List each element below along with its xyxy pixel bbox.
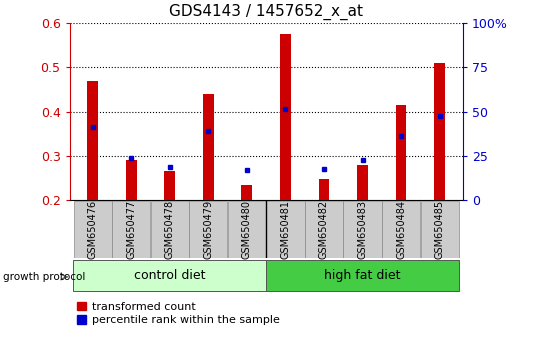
- FancyBboxPatch shape: [266, 260, 458, 291]
- Title: GDS4143 / 1457652_x_at: GDS4143 / 1457652_x_at: [169, 4, 363, 20]
- Bar: [280, 34, 291, 200]
- FancyBboxPatch shape: [74, 201, 112, 258]
- Bar: [434, 63, 445, 200]
- Bar: [396, 105, 407, 200]
- Text: control diet: control diet: [134, 269, 205, 282]
- Text: GSM650483: GSM650483: [357, 200, 368, 259]
- FancyBboxPatch shape: [228, 201, 266, 258]
- Text: GSM650480: GSM650480: [242, 200, 252, 259]
- Bar: [241, 184, 253, 200]
- Bar: [87, 81, 98, 200]
- Text: growth protocol: growth protocol: [3, 272, 85, 282]
- FancyBboxPatch shape: [266, 201, 304, 258]
- Text: GSM650485: GSM650485: [434, 200, 445, 259]
- FancyBboxPatch shape: [305, 201, 343, 258]
- Text: GSM650481: GSM650481: [280, 200, 291, 259]
- Legend: transformed count, percentile rank within the sample: transformed count, percentile rank withi…: [75, 299, 282, 327]
- Text: GSM650484: GSM650484: [396, 200, 406, 259]
- Text: GSM650479: GSM650479: [203, 200, 213, 259]
- FancyBboxPatch shape: [73, 260, 266, 291]
- Bar: [318, 179, 330, 200]
- FancyBboxPatch shape: [112, 201, 150, 258]
- FancyBboxPatch shape: [382, 201, 420, 258]
- Text: high fat diet: high fat diet: [324, 269, 401, 282]
- Bar: [357, 165, 368, 200]
- Text: GSM650476: GSM650476: [88, 200, 98, 259]
- FancyBboxPatch shape: [151, 201, 189, 258]
- Bar: [203, 94, 214, 200]
- FancyBboxPatch shape: [421, 201, 458, 258]
- FancyBboxPatch shape: [343, 201, 381, 258]
- Bar: [164, 171, 175, 200]
- Text: GSM650478: GSM650478: [165, 200, 175, 259]
- Text: GSM650482: GSM650482: [319, 200, 329, 259]
- FancyBboxPatch shape: [189, 201, 227, 258]
- Bar: [126, 160, 136, 200]
- Text: GSM650477: GSM650477: [126, 200, 136, 259]
